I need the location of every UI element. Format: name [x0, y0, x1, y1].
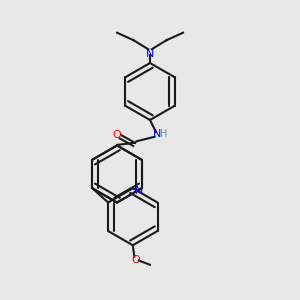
- Text: O: O: [112, 130, 122, 140]
- Text: H: H: [160, 129, 168, 140]
- Text: N: N: [135, 186, 143, 196]
- Text: N: N: [146, 49, 154, 59]
- Text: N: N: [153, 129, 162, 140]
- Text: O: O: [131, 255, 140, 265]
